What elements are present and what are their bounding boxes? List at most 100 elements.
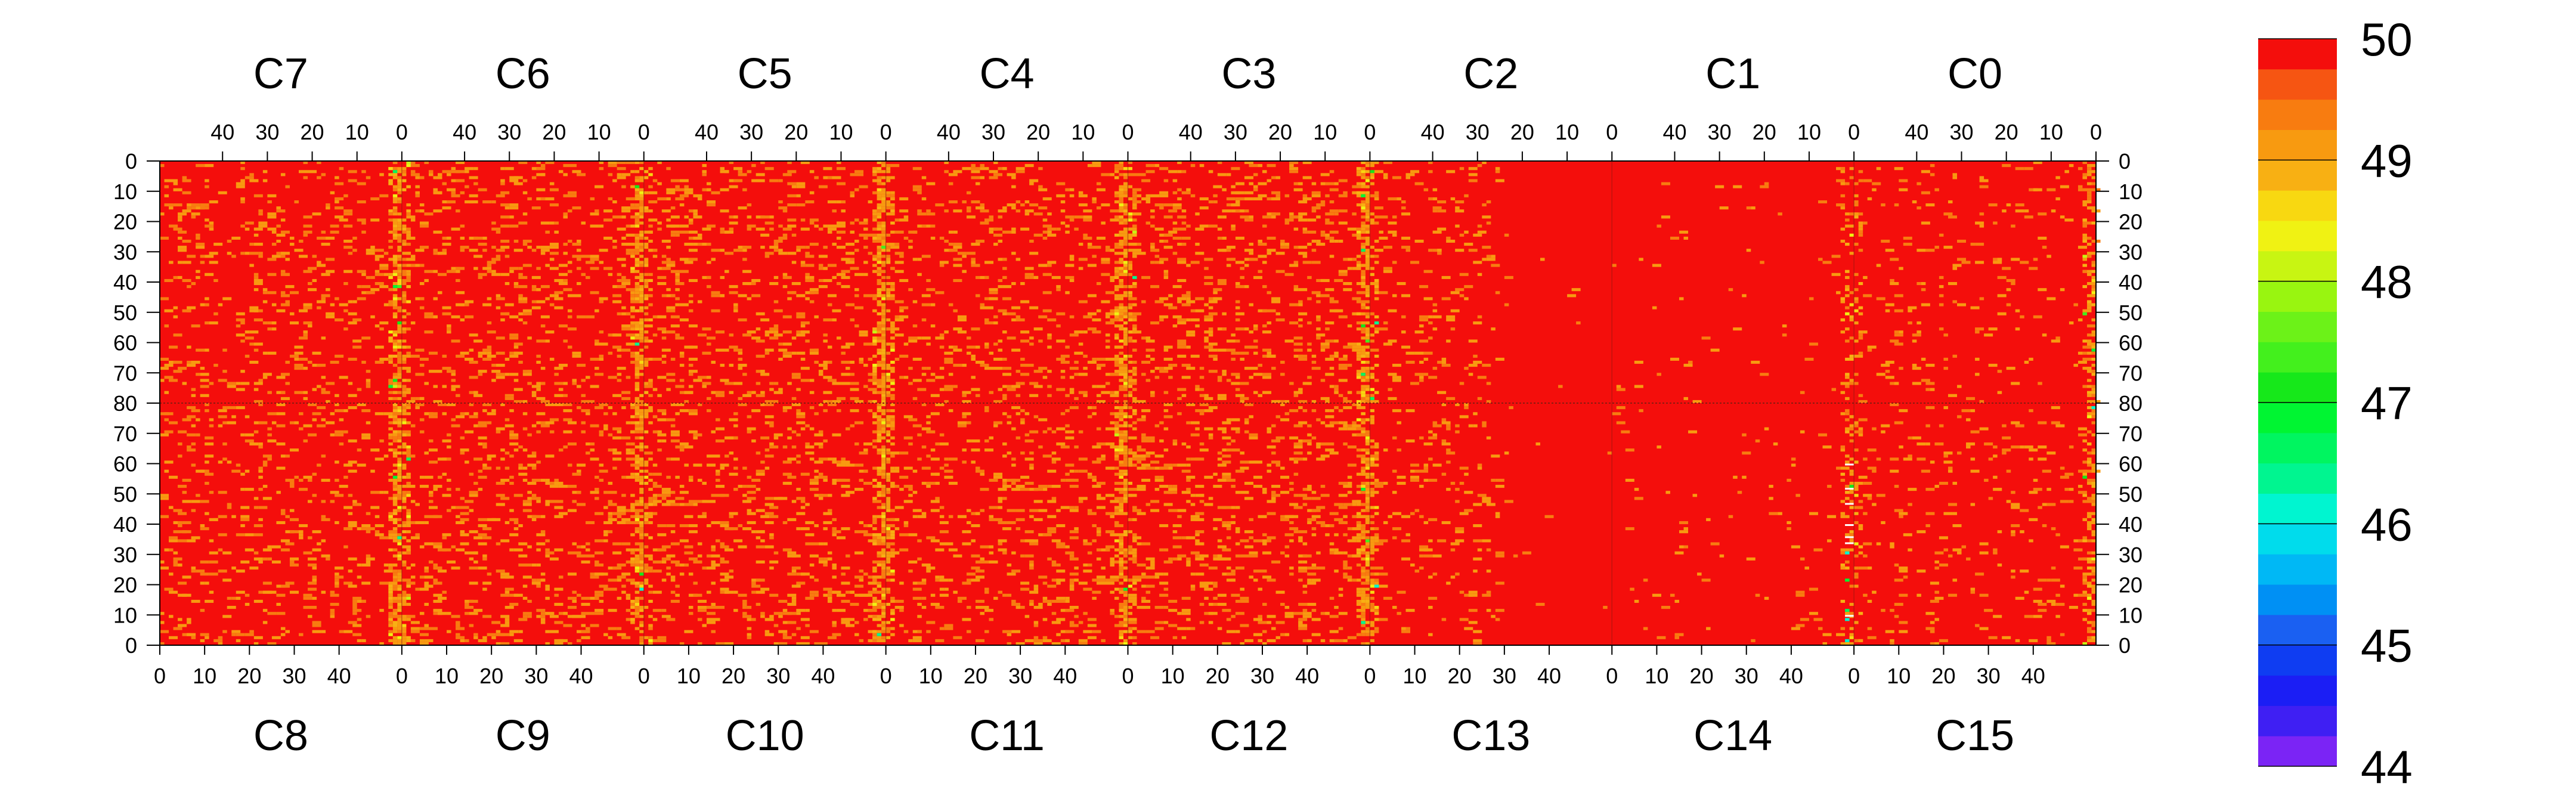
heatmap-cell	[841, 397, 846, 400]
heatmap-cell	[308, 563, 317, 567]
heatmap-cell	[504, 575, 514, 579]
heatmap-cell	[563, 164, 572, 168]
heatmap-cell	[993, 424, 998, 428]
heatmap-cell	[1334, 391, 1339, 394]
heatmap-cell	[782, 472, 792, 476]
heatmap-cell	[1356, 261, 1361, 264]
heatmap-cell	[711, 294, 716, 298]
heatmap-cell	[917, 615, 922, 618]
heatmap-cell	[433, 188, 438, 191]
heatmap-cell	[330, 412, 335, 416]
heatmap-cell	[209, 227, 214, 231]
heatmap-cell	[1213, 357, 1218, 361]
heatmap-cell	[661, 557, 671, 561]
heatmap-cell	[666, 167, 671, 171]
heatmap-cell	[1163, 239, 1169, 243]
heatmap-cell	[697, 478, 702, 482]
heatmap-cell	[930, 593, 936, 597]
heatmap-cell	[908, 442, 913, 446]
heatmap-cell	[366, 527, 375, 531]
heatmap-cell	[406, 524, 411, 528]
heatmap-cell	[370, 448, 380, 452]
heatmap-cell	[733, 436, 738, 439]
heatmap-cell	[859, 575, 864, 579]
heatmap-cell	[321, 243, 330, 246]
heatmap-cell	[688, 572, 693, 576]
heatmap-cell	[1311, 291, 1321, 295]
heatmap-cell	[1069, 218, 1075, 222]
heatmap-cell	[433, 542, 438, 546]
heatmap-cell	[531, 275, 541, 279]
heatmap-cell	[1141, 373, 1146, 376]
heatmap-cell	[581, 596, 590, 600]
heatmap-cell	[716, 539, 720, 543]
heatmap-cell	[549, 500, 559, 503]
heatmap-cell	[850, 221, 855, 225]
heatmap-cell	[438, 596, 447, 600]
heatmap-cell	[1329, 300, 1339, 304]
heatmap-cell	[1177, 188, 1182, 191]
heatmap-cell	[465, 300, 474, 304]
heatmap-cell	[617, 367, 626, 370]
heatmap-cell	[1065, 409, 1070, 413]
heatmap-cell	[1338, 364, 1348, 367]
heatmap-cell	[769, 282, 779, 286]
heatmap-cell	[348, 179, 357, 182]
heatmap-cell	[1145, 164, 1155, 168]
heatmap-cell	[1343, 282, 1352, 286]
heatmap-cell	[751, 179, 761, 182]
heatmap-cell	[1056, 563, 1061, 567]
heatmap-cell	[595, 209, 599, 213]
heatmap-cell	[335, 575, 344, 579]
heatmap-cell	[312, 494, 317, 497]
heatmap-cell	[262, 300, 268, 304]
heatmap-cell	[984, 297, 994, 301]
heatmap-cell	[509, 203, 519, 207]
heatmap-cell	[782, 227, 792, 231]
heatmap-cell	[652, 388, 658, 391]
heatmap-cell	[953, 243, 962, 246]
heatmap-cell	[577, 639, 581, 642]
heatmap-cell	[1069, 584, 1075, 588]
heatmap-cell	[1217, 236, 1222, 240]
heatmap-cell	[258, 255, 263, 258]
heatmap-cell	[787, 194, 797, 197]
heatmap-cell	[1204, 345, 1213, 349]
heatmap-cell	[536, 246, 541, 249]
heatmap-cell	[1065, 188, 1070, 191]
channel-label-top: C6	[496, 50, 550, 98]
heatmap-cell	[832, 243, 837, 246]
heatmap-cell	[980, 472, 984, 476]
heatmap-cell	[586, 275, 590, 279]
heatmap-cell	[513, 379, 519, 382]
heatmap-cell	[778, 252, 788, 255]
heatmap-cell	[675, 336, 685, 340]
heatmap-cell	[370, 197, 380, 200]
heatmap-cell	[608, 197, 613, 200]
heatmap-cell	[989, 391, 994, 394]
heatmap-cell	[805, 424, 810, 428]
heatmap-cell	[567, 270, 572, 273]
heatmap-cell	[661, 348, 671, 352]
heatmap-cell	[321, 300, 326, 304]
heatmap-cell	[1240, 451, 1244, 455]
heatmap-cell	[1208, 312, 1218, 315]
heatmap-cell	[374, 457, 384, 461]
heatmap-cell	[930, 412, 940, 416]
heatmap-cell	[626, 593, 631, 597]
heatmap-cell	[173, 530, 178, 534]
heatmap-cell	[688, 385, 693, 388]
heatmap-cell	[451, 167, 456, 171]
heatmap-cell	[531, 249, 537, 252]
heatmap-cell	[456, 633, 460, 636]
heatmap-cell	[1231, 227, 1236, 231]
heatmap-cell	[1325, 448, 1335, 452]
heatmap-cell	[169, 360, 178, 364]
heatmap-cell	[312, 621, 321, 624]
heatmap-cell	[989, 506, 998, 509]
heatmap-cell	[621, 348, 631, 352]
heatmap-cell	[509, 436, 519, 439]
heatmap-cell	[971, 264, 980, 267]
heatmap-cell	[1141, 436, 1146, 439]
heatmap-cell	[513, 345, 519, 349]
